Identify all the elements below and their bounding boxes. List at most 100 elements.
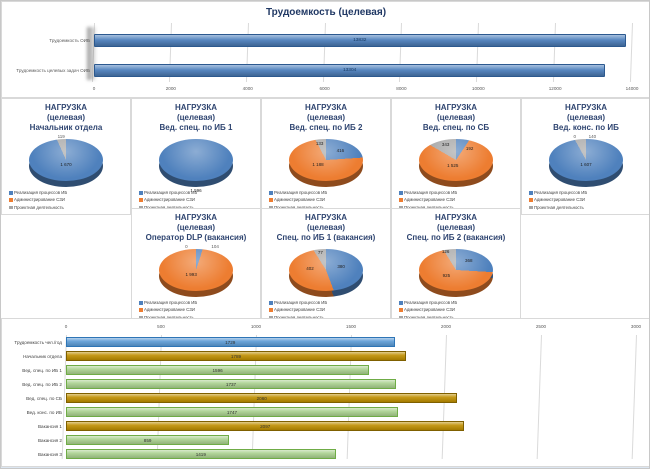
value-bar: 2060 [66, 393, 458, 403]
pie-face [549, 139, 623, 181]
pie-chart: 0 140 1 607 [546, 134, 626, 189]
legend-item: Проектная деятельность [399, 204, 454, 211]
bar-value-label: 1747 [226, 410, 238, 415]
legend-label: Администрирование СЗИ [404, 197, 455, 203]
empty-cell [521, 208, 649, 325]
pie-title: НАГРУЗКА (целевая) Оператор DLP (ваканси… [145, 213, 247, 242]
legend-swatch [399, 315, 403, 320]
legend-swatch [529, 205, 533, 210]
pie-slice-label: 0 [185, 244, 188, 249]
category-label: Вед. спец. по ИБ 2 [22, 381, 62, 387]
pie-face [419, 249, 493, 291]
bar-value-label: 859 [143, 438, 152, 443]
bar-row: Трудоемкость чел./год 1729 [14, 337, 636, 347]
x-axis: 0 2000 4000 6000 8000 10000 12000 14000 [93, 86, 639, 94]
legend-swatch [399, 301, 403, 305]
value-bar: 1747 [66, 407, 398, 417]
value-bar: 13832 [94, 34, 626, 47]
pie-panel-ved-spec-sb: НАГРУЗКА (целевая) Вед. спец. по СБ 343 … [391, 98, 521, 215]
legend-swatch [269, 191, 273, 195]
legend-item: Реализация процессов ИБ [139, 299, 197, 306]
legend-label: Реализация процессов ИБ [404, 300, 458, 305]
legend-label: Реализация процессов ИБ [274, 300, 328, 305]
legend-item: Администрирование СЗИ [399, 306, 455, 313]
legend-swatch [269, 301, 273, 305]
pie-slice-label: 192 [465, 146, 474, 151]
x-axis-tick: 2000 [440, 324, 452, 329]
bar-value-label: 1419 [195, 452, 206, 457]
pie-title: НАГРУЗКА (целевая) Вед. спец. по ИБ 2 [289, 103, 363, 132]
legend-item: Администрирование СЗИ [399, 196, 455, 203]
legend-swatch [9, 191, 13, 195]
legend-item: Администрирование СЗИ [139, 306, 195, 313]
pie-slice-label: 104 [211, 244, 219, 249]
legend-swatch [139, 308, 143, 312]
pie-legend: Реализация процессов ИБ Администрирование… [395, 299, 517, 321]
bar-value-label: 1789 [230, 354, 242, 359]
x-axis-tick: 10000 [471, 86, 485, 91]
legend-swatch [139, 315, 143, 320]
legend-item: Администрирование СЗИ [269, 306, 325, 313]
pie-slice-label: 925 [442, 273, 451, 278]
bar-value-label: 2060 [256, 396, 267, 401]
pie-slice-label: 77 [317, 250, 323, 255]
category-label: Вед. конс. по ИБ [26, 409, 62, 415]
top-chart-plot-area: Трудоемкость ОИБ 13832 Трудоемкость целе… [16, 23, 638, 91]
pie-chart: 0 104 1 993 [156, 244, 236, 299]
value-bar: 1419 [66, 449, 336, 459]
bar-row: Вакансия 1 2097 [38, 421, 636, 431]
legend-swatch [9, 198, 13, 202]
legend-swatch [139, 301, 143, 305]
legend-label: Реализация процессов ИБ [404, 190, 458, 195]
pie-legend: Реализация процессов ИБ Администрирование… [395, 189, 517, 211]
pie-face [289, 249, 363, 291]
pie-slice-label: 119 [57, 134, 65, 139]
legend-label: Администрирование СЗИ [14, 197, 65, 203]
legend-swatch [139, 205, 143, 210]
legend-label: Реализация процессов ИБ [534, 190, 588, 195]
pie-panel-ved-spec-ib-2: НАГРУЗКА (целевая) Вед. спец. по ИБ 2 13… [261, 98, 391, 215]
pie-legend: Реализация процессов ИБ Администрирование… [525, 189, 647, 211]
legend-label: Проектная деятельность [534, 204, 584, 210]
x-axis-tick: 8000 [396, 86, 407, 91]
bar-row: Трудоемкость целевых задач ОИБ 13304 [16, 64, 632, 77]
category-label: Вакансия 1 [37, 423, 62, 429]
legend-swatch [399, 205, 403, 210]
pie-slice-label: 140 [588, 134, 597, 139]
pie-slice-label: 402 [306, 266, 314, 271]
legend-swatch [529, 191, 533, 195]
legend-swatch [9, 205, 13, 210]
legend-swatch [269, 308, 273, 312]
legend-item: Реализация процессов ИБ [269, 299, 327, 306]
category-label: Вакансия 2 [37, 437, 62, 443]
legend-swatch [399, 191, 403, 195]
legend-label: Реализация процессов ИБ [144, 300, 198, 305]
pie-slice-label: 1 670 [60, 162, 72, 167]
pie-legend: Реализация процессов ИБ Администрирование… [135, 189, 257, 211]
pie-chart: 126 368 925 [416, 246, 496, 299]
legend-label: Проектная деятельность [144, 315, 194, 320]
legend-swatch [399, 308, 403, 312]
legend-item: Проектная деятельность [399, 314, 454, 321]
pie-panel-nachalnik-otdela: НАГРУЗКА (целевая) Начальник отдела 119 … [1, 98, 131, 215]
x-axis-tick: 1000 [250, 324, 262, 329]
legend-label: Проектная деятельность [404, 205, 454, 210]
legend-label: Проектная деятельность [404, 315, 454, 320]
value-bar: 1737 [66, 379, 397, 389]
legend-item: Администрирование СЗИ [269, 196, 325, 203]
x-axis-tick: 2000 [165, 86, 176, 91]
x-axis-tick: 6000 [319, 86, 330, 91]
value-bar: 2097 [66, 421, 465, 431]
pie-title: НАГРУЗКА (целевая) Вед. спец. по СБ [422, 103, 490, 132]
x-axis-tick: 4000 [242, 86, 253, 91]
legend-swatch [139, 198, 143, 202]
legend-item: Реализация процессов ИБ [529, 189, 587, 196]
legend-swatch [269, 198, 273, 202]
pie-slice-label: 343 [441, 142, 450, 147]
top-chart-title: Трудоемкость (целевая) [265, 7, 387, 18]
pie-row-1: НАГРУЗКА (целевая) Начальник отдела 119 … [1, 98, 649, 215]
legend-item: Проектная деятельность [269, 314, 324, 321]
pie-face [419, 139, 493, 181]
legend-item: Проектная деятельность [139, 204, 194, 211]
